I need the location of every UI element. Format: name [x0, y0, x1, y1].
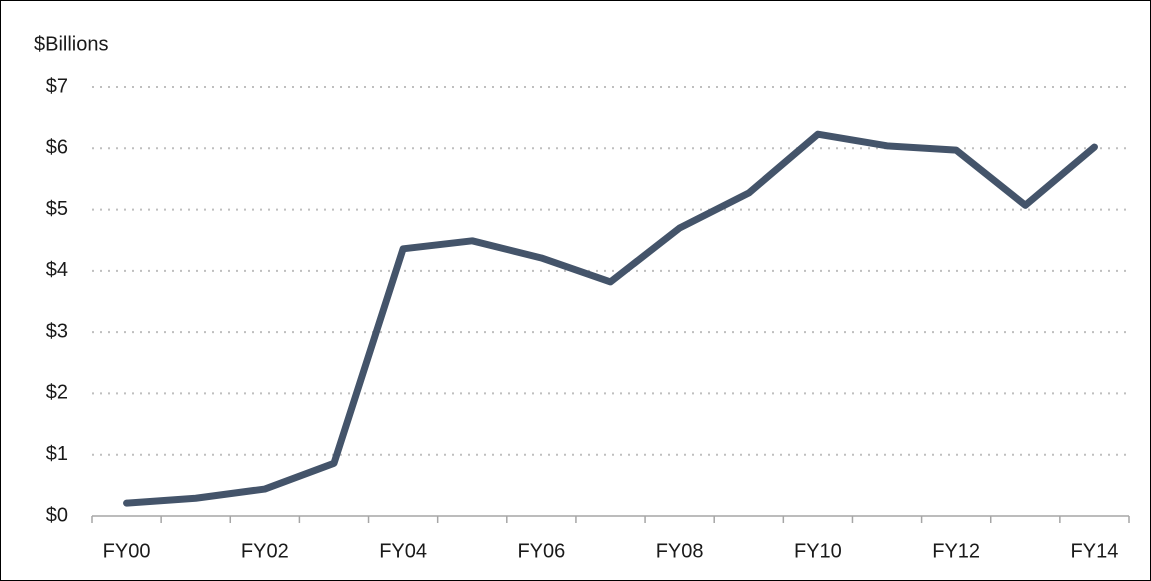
- y-tick-label: $0: [46, 504, 68, 526]
- y-tick-label: $5: [46, 198, 68, 220]
- y-axis-label: $Billions: [34, 33, 108, 55]
- x-tick-label: FY04: [379, 540, 427, 562]
- y-tick-label: $7: [46, 75, 68, 97]
- y-tick-label: $4: [46, 259, 68, 281]
- y-tick-label: $3: [46, 320, 68, 342]
- data-line: [123, 130, 1098, 507]
- y-tick-label: $1: [46, 443, 68, 465]
- x-tick-label: FY08: [656, 540, 704, 562]
- x-tick-label: FY06: [517, 540, 565, 562]
- y-tick-label: $6: [46, 137, 68, 159]
- x-tick-label: FY02: [241, 540, 289, 562]
- x-tick-label: FY00: [103, 540, 151, 562]
- x-tick-label: FY14: [1071, 540, 1119, 562]
- y-tick-label: $2: [46, 382, 68, 404]
- x-tick-label: FY10: [794, 540, 842, 562]
- x-tick-label: FY12: [932, 540, 980, 562]
